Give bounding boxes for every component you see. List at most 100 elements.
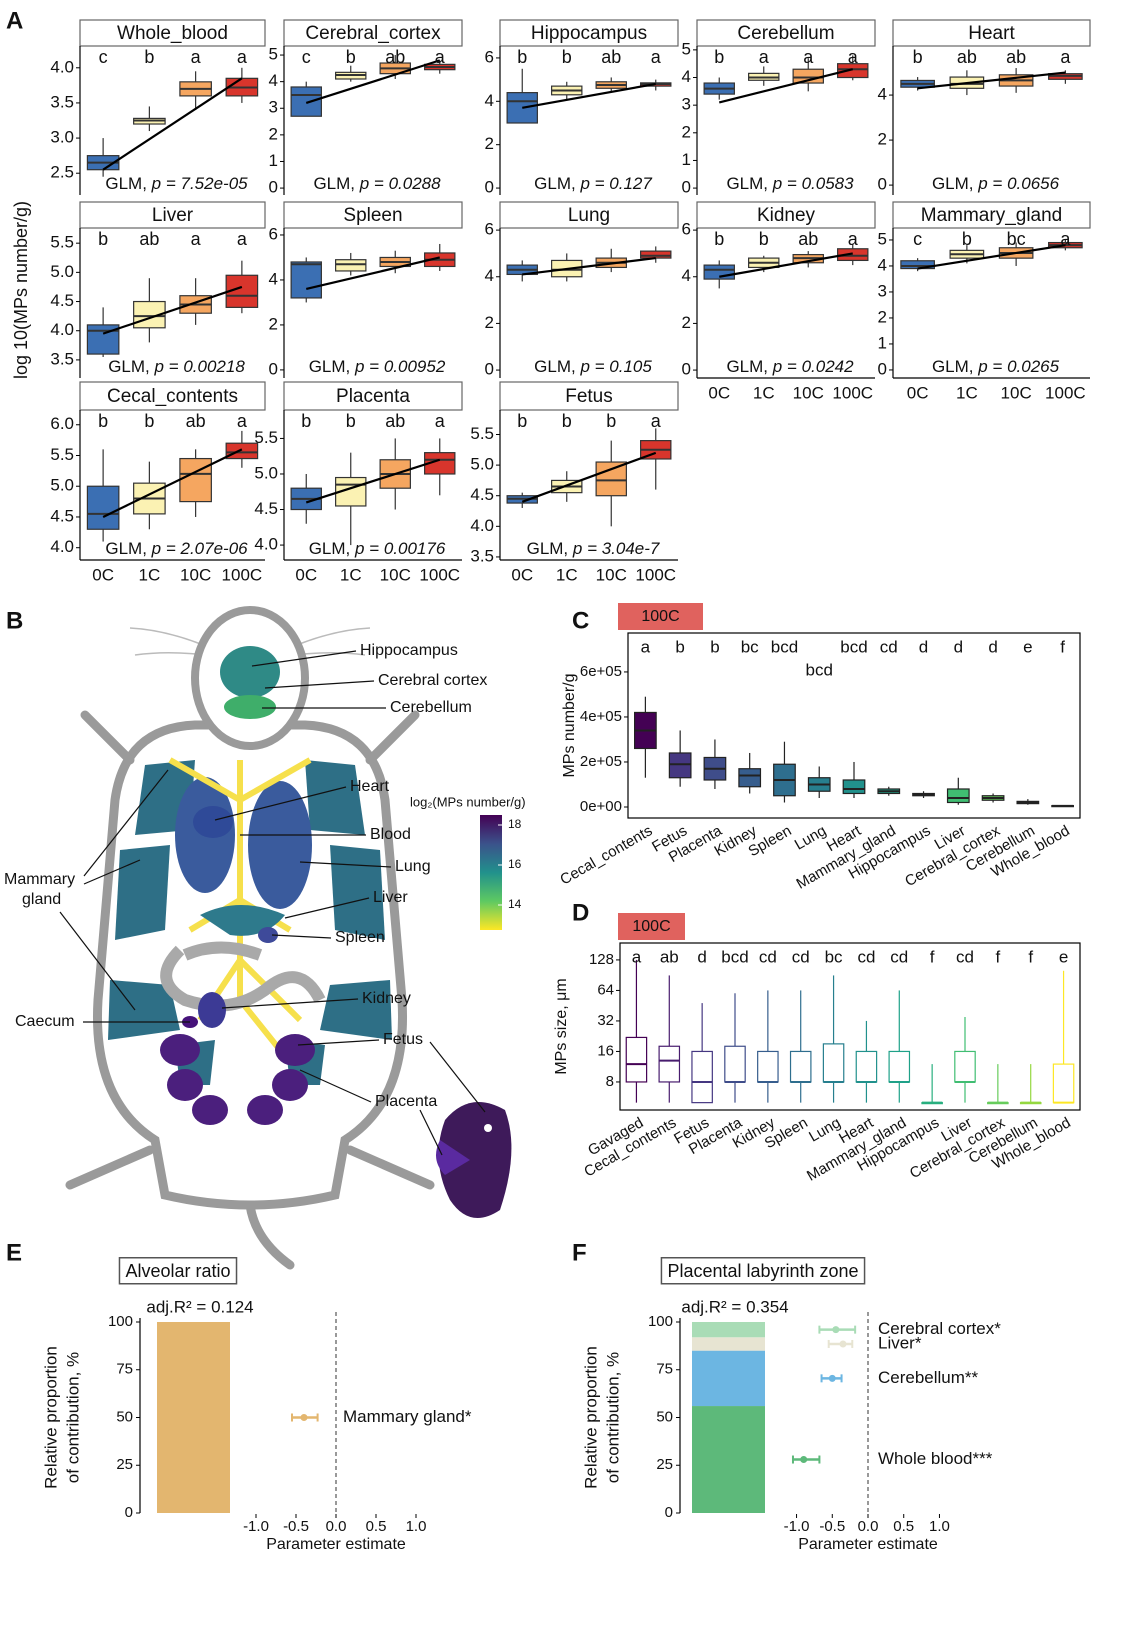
p-value: p = 0.105 <box>579 357 652 376</box>
header-box <box>618 603 703 630</box>
trend-line <box>917 71 1066 90</box>
x-tick-label: 1.0 <box>406 1518 427 1535</box>
organ-label: Placenta <box>375 1093 437 1110</box>
significance-letter: a <box>435 411 446 431</box>
x-tick-label: 100C <box>222 565 263 584</box>
stack-segment <box>692 1337 765 1351</box>
y-tick-label: 6 <box>485 220 494 239</box>
significance-letter: b <box>714 47 724 67</box>
box <box>954 1050 976 1083</box>
box <box>855 1050 878 1083</box>
box <box>757 1050 779 1083</box>
colorbar-title: log₂(MPs number/g) <box>410 794 526 809</box>
significance-letter: cd <box>880 637 898 656</box>
p-value: p = 3.04e-7 <box>572 539 660 558</box>
x-tick-label: 1C <box>556 565 578 584</box>
y-tick-label: 4 <box>682 67 691 86</box>
y-tick-label: 5.0 <box>470 455 494 474</box>
stack-segment <box>692 1406 765 1513</box>
x-tick-label: 10C <box>380 565 411 584</box>
y-tick-label: 50 <box>656 1408 673 1425</box>
y-tick-label: 4.0 <box>50 537 74 556</box>
box <box>724 1045 746 1083</box>
kidney <box>198 992 226 1028</box>
p-value: p = 0.0656 <box>977 174 1059 193</box>
strip <box>283 19 463 47</box>
y-tick-label: 4.0 <box>470 516 494 535</box>
y-tick-label: 64 <box>597 981 614 998</box>
leader-line <box>299 861 392 868</box>
strip <box>283 201 463 229</box>
y-tick-label: 5.0 <box>50 476 74 495</box>
x-tick-label: 1C <box>956 383 978 402</box>
box <box>424 452 456 475</box>
box <box>506 92 538 124</box>
trend-line <box>305 256 441 291</box>
leader-line <box>284 897 370 919</box>
subplot-title: Fetus <box>565 386 613 407</box>
significance-letter: ab <box>1006 47 1026 67</box>
heart <box>193 806 233 838</box>
box <box>789 1050 812 1083</box>
p-value: p = 0.127 <box>579 174 652 193</box>
significance-letter: bcd <box>771 637 798 656</box>
plot-frame <box>619 942 1081 1111</box>
box <box>595 461 627 497</box>
significance-letter: a <box>641 637 651 656</box>
organ-label: gland <box>22 891 61 908</box>
significance-letter: ab <box>186 411 206 431</box>
x-tick-label: -0.5 <box>819 1518 845 1535</box>
strip <box>499 201 679 229</box>
significance-letter: a <box>803 47 814 67</box>
significance-letter: b <box>606 411 616 431</box>
leader-line <box>83 769 169 877</box>
x-tick-label: 1C <box>340 565 362 584</box>
stack-segment <box>692 1322 765 1338</box>
spleen <box>258 927 278 943</box>
subplot-title: Heart <box>968 23 1015 44</box>
legend-label: Cerebral cortex* <box>878 1319 1001 1338</box>
y-tick-label: 3 <box>269 98 278 117</box>
panel-title: Placental labyrinth zone <box>667 1261 858 1281</box>
y-tick-label: 5.0 <box>50 262 74 281</box>
significance-letter: a <box>1060 47 1071 67</box>
y-tick-label: 4.0 <box>254 535 278 554</box>
estimate-point <box>832 1326 840 1334</box>
legend-label: Whole blood*** <box>878 1449 993 1468</box>
x-tick-label: -1.0 <box>784 1518 810 1535</box>
annotation: adj.R² = 0.354 <box>681 1297 788 1316</box>
significance-letter: b <box>962 229 972 249</box>
estimate-point <box>828 1374 836 1382</box>
significance-letter: c <box>913 229 922 249</box>
significance-letter: a <box>632 947 642 966</box>
trend-line <box>305 59 441 104</box>
x-tick-label: 0.5 <box>366 1518 387 1535</box>
x-tick-label: 100C <box>832 383 873 402</box>
box <box>837 63 869 79</box>
box <box>179 457 212 503</box>
fetuses <box>160 1034 315 1125</box>
leader-line <box>297 1039 380 1046</box>
significance-letter: b <box>759 229 769 249</box>
p-value: p = 0.00952 <box>354 357 446 376</box>
x-tick-label: 1.0 <box>929 1518 950 1535</box>
leader-line <box>429 1041 486 1113</box>
y-tick-label: 2 <box>878 307 887 326</box>
trend-line <box>719 252 853 278</box>
y-tick-label: 6e+05 <box>580 663 622 680</box>
trend-line <box>522 82 656 109</box>
x-tick-label: -1.0 <box>243 1518 269 1535</box>
box <box>738 768 762 788</box>
glm-prefix: GLM, <box>108 357 154 376</box>
y-tick-label: 6 <box>485 47 494 66</box>
y-tick-label: 4 <box>485 91 494 110</box>
legend-label: Liver* <box>878 1333 922 1352</box>
significance-letter: ab <box>385 47 405 67</box>
significance-letter: a <box>237 229 248 249</box>
significance-letter: bc <box>741 637 759 656</box>
p-value: p = 0.00176 <box>354 539 446 558</box>
colorbar-tick-label: 14 <box>508 897 522 911</box>
box <box>225 442 259 460</box>
panel-label: A <box>6 7 23 34</box>
significance-letter: e <box>1059 947 1068 966</box>
